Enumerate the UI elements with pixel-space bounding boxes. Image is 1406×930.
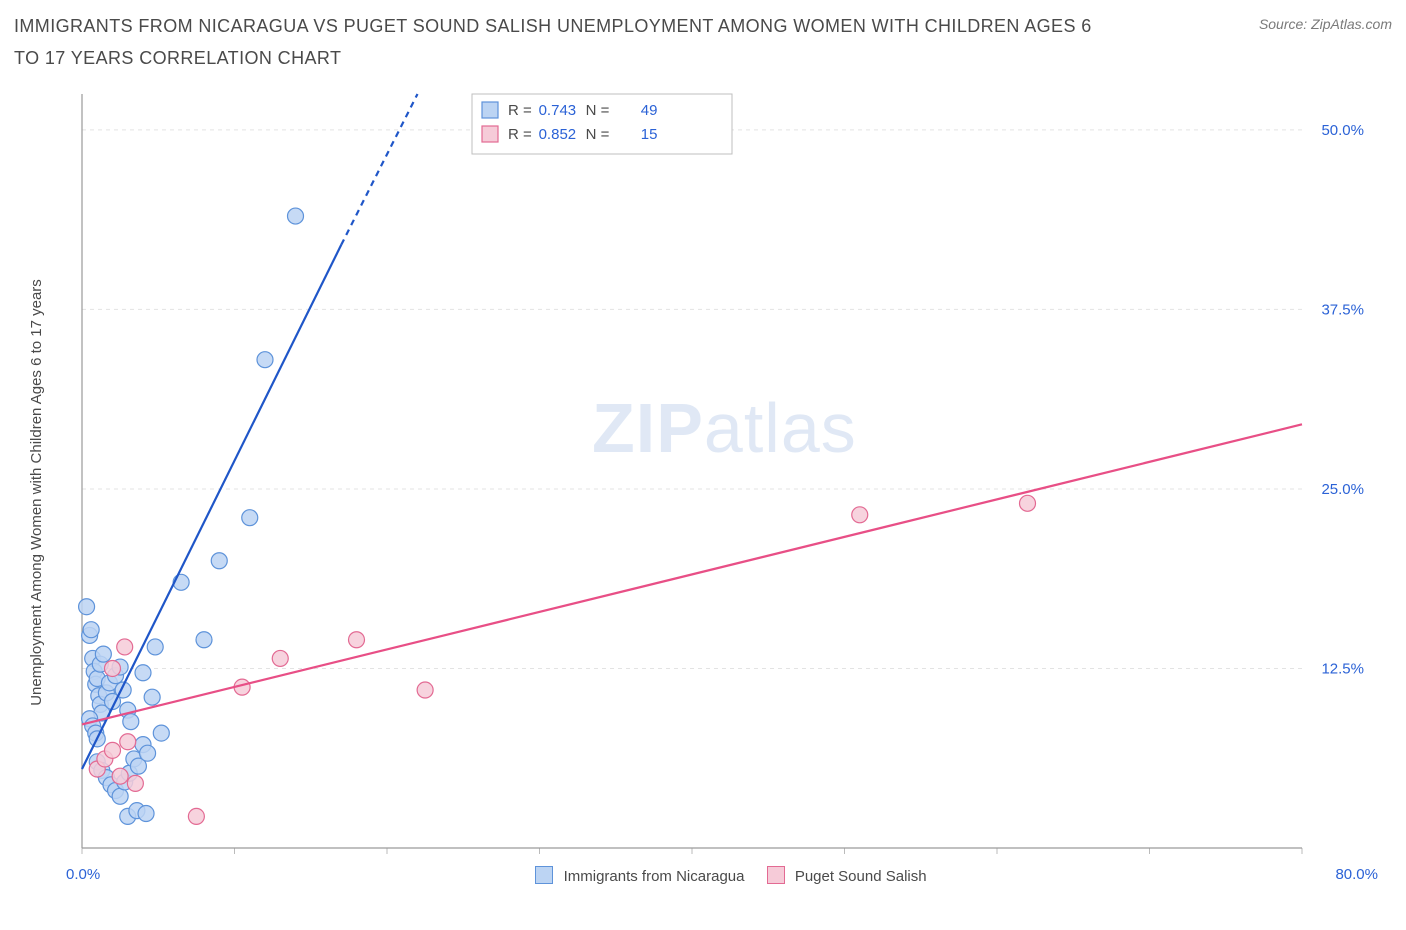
legend-swatch-1: [535, 866, 553, 884]
svg-text:49: 49: [641, 102, 658, 119]
x-axis-row: 0.0% Immigrants from Nicaragua Puget Sou…: [72, 866, 1372, 890]
y-axis-label: Unemployment Among Women with Children A…: [16, 88, 56, 896]
x-axis-max-label: 80.0%: [1335, 866, 1378, 883]
correlation-chart: ZIPatlas 12.5%25.0%37.5%50.0%R = 0.743 N…: [72, 88, 1372, 858]
svg-text:N =: N =: [586, 102, 610, 119]
svg-text:15: 15: [641, 126, 658, 143]
legend-label-1: Immigrants from Nicaragua: [564, 868, 745, 885]
svg-text:50.0%: 50.0%: [1321, 122, 1364, 139]
bottom-legend: Immigrants from Nicaragua Puget Sound Sa…: [72, 866, 1372, 885]
svg-text:R =: R =: [508, 126, 532, 143]
page-title: IMMIGRANTS FROM NICARAGUA VS PUGET SOUND…: [14, 10, 1094, 74]
svg-text:12.5%: 12.5%: [1321, 660, 1364, 677]
svg-text:0.852: 0.852: [539, 126, 577, 143]
svg-text:R =: R =: [508, 102, 532, 119]
svg-text:25.0%: 25.0%: [1321, 481, 1364, 498]
legend-label-2: Puget Sound Salish: [795, 868, 927, 885]
svg-text:37.5%: 37.5%: [1321, 301, 1364, 318]
svg-text:N =: N =: [586, 126, 610, 143]
source-caption: Source: ZipAtlas.com: [1259, 16, 1392, 32]
legend-swatch-2: [767, 866, 785, 884]
svg-text:0.743: 0.743: [539, 102, 577, 119]
